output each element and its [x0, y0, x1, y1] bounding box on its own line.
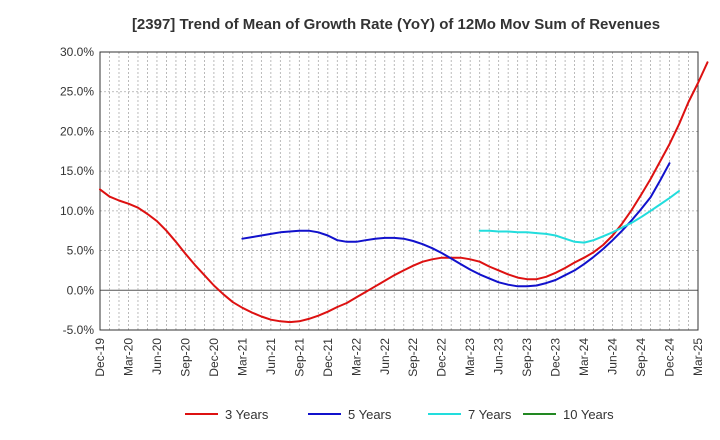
- grid-layer: [99, 51, 699, 331]
- y-tick-label: 30.0%: [60, 45, 94, 59]
- chart-title: [2397] Trend of Mean of Growth Rate (YoY…: [132, 16, 660, 33]
- x-tick-label: Sep-22: [406, 338, 420, 377]
- legend: 3 Years 5 Years 7 Years 10 Years: [185, 407, 614, 422]
- legend-label: 5 Years: [348, 407, 392, 422]
- x-tick-label: Dec-21: [321, 338, 335, 377]
- x-tick-label: Dec-22: [435, 338, 449, 377]
- axes-layer: -5.0% 0.0% 5.0% 10.0% 15.0% 20.0% 25.0% 30.0% De…: [60, 45, 705, 377]
- x-tick-label: Dec-24: [663, 338, 677, 377]
- x-tick-label: Sep-24: [634, 338, 648, 377]
- x-tick-label: Mar-21: [235, 338, 249, 376]
- y-tick-label: -5.0%: [63, 323, 95, 337]
- x-tick-label: Mar-22: [349, 338, 363, 376]
- series-layer: [99, 61, 709, 324]
- x-tick-label: Jun-22: [378, 338, 392, 375]
- x-tick-label: Jun-21: [264, 338, 278, 375]
- y-tick-label: 25.0%: [60, 85, 94, 99]
- legend-label: 7 Years: [468, 407, 512, 422]
- x-tick-label: Jun-23: [492, 338, 506, 375]
- series-line-3-years: [99, 61, 709, 324]
- x-tick-label: Dec-20: [207, 338, 221, 377]
- legend-label: 3 Years: [225, 407, 269, 422]
- x-tick-label: Jun-20: [150, 338, 164, 375]
- plot-area: [100, 52, 698, 330]
- y-tick-label: 5.0%: [67, 244, 95, 258]
- x-tick-label: Sep-23: [520, 338, 534, 377]
- series-line-7-years: [478, 190, 680, 244]
- x-tick-label: Sep-21: [292, 338, 306, 377]
- y-tick-label: 0.0%: [67, 283, 95, 297]
- x-tick-label: Mar-25: [691, 338, 705, 376]
- y-tick-label: 20.0%: [60, 124, 94, 138]
- y-tick-label: 10.0%: [60, 204, 94, 218]
- x-tick-label: Dec-19: [93, 338, 107, 377]
- series-line-5-years: [241, 162, 671, 288]
- x-tick-label: Mar-23: [463, 338, 477, 376]
- legend-label: 10 Years: [563, 407, 614, 422]
- y-tick-label: 15.0%: [60, 164, 94, 178]
- x-tick-label: Sep-20: [178, 338, 192, 377]
- x-tick-label: Jun-24: [606, 338, 620, 375]
- x-tick-label: Mar-24: [577, 338, 591, 376]
- x-tick-label: Dec-23: [549, 338, 563, 377]
- plot-border: [99, 51, 699, 331]
- x-tick-label: Mar-20: [121, 338, 135, 376]
